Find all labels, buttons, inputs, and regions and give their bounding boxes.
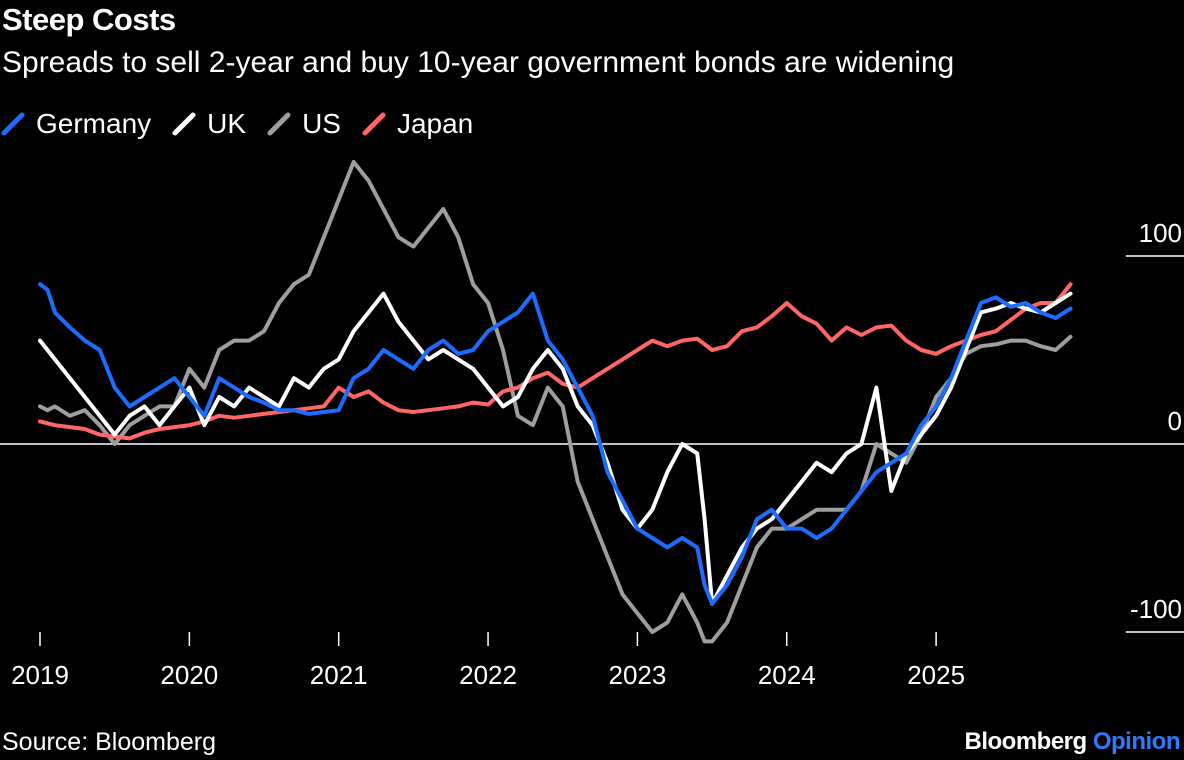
series-line-japan <box>38 282 1073 441</box>
x-tick-label: 2022 <box>459 660 517 690</box>
y-tick-label: 100 <box>1139 218 1182 248</box>
legend-mark-japan <box>362 112 386 136</box>
legend-item-uk: UK <box>171 108 246 140</box>
y-tick-label: -100 <box>1130 594 1182 624</box>
source-note: Source: Bloomberg <box>2 728 217 756</box>
legend-mark-us <box>267 112 291 136</box>
x-tick-label: 2021 <box>310 660 368 690</box>
legend-swatch-germany <box>1 112 25 136</box>
legend-item-japan: Japan <box>361 108 473 140</box>
legend-item-us: US <box>266 108 341 140</box>
chart-subtitle: Spreads to sell 2-year and buy 10-year g… <box>2 46 955 79</box>
legend-label-uk: UK <box>207 108 247 139</box>
legend-item-germany: Germany <box>0 108 151 140</box>
legend-swatch-japan <box>362 112 386 136</box>
x-tick-label: 2024 <box>758 660 816 690</box>
x-tick-label: 2019 <box>11 660 69 690</box>
legend: Germany UK US Japan <box>0 106 493 142</box>
x-tick-label: 2020 <box>160 660 218 690</box>
legend-label-japan: Japan <box>396 108 474 139</box>
legend-swatch-uk <box>172 112 196 136</box>
x-tick-label: 2025 <box>907 660 965 690</box>
series-line-us <box>38 160 1073 644</box>
brand-accent: Opinion <box>1092 728 1181 755</box>
x-tick-label: 2023 <box>608 660 666 690</box>
y-tick-label: 0 <box>1168 406 1182 436</box>
legend-swatch-us <box>267 112 291 136</box>
brand-logo: Bloomberg Opinion <box>965 728 1181 756</box>
legend-label-us: US <box>302 108 341 139</box>
series-line-germany <box>38 282 1073 606</box>
legend-label-germany: Germany <box>36 108 152 139</box>
legend-mark-germany <box>1 112 25 136</box>
series-line-uk <box>38 291 1073 606</box>
brand-main: Bloomberg <box>964 728 1088 755</box>
chart-title: Steep Costs <box>2 2 176 37</box>
legend-mark-uk <box>172 112 196 136</box>
